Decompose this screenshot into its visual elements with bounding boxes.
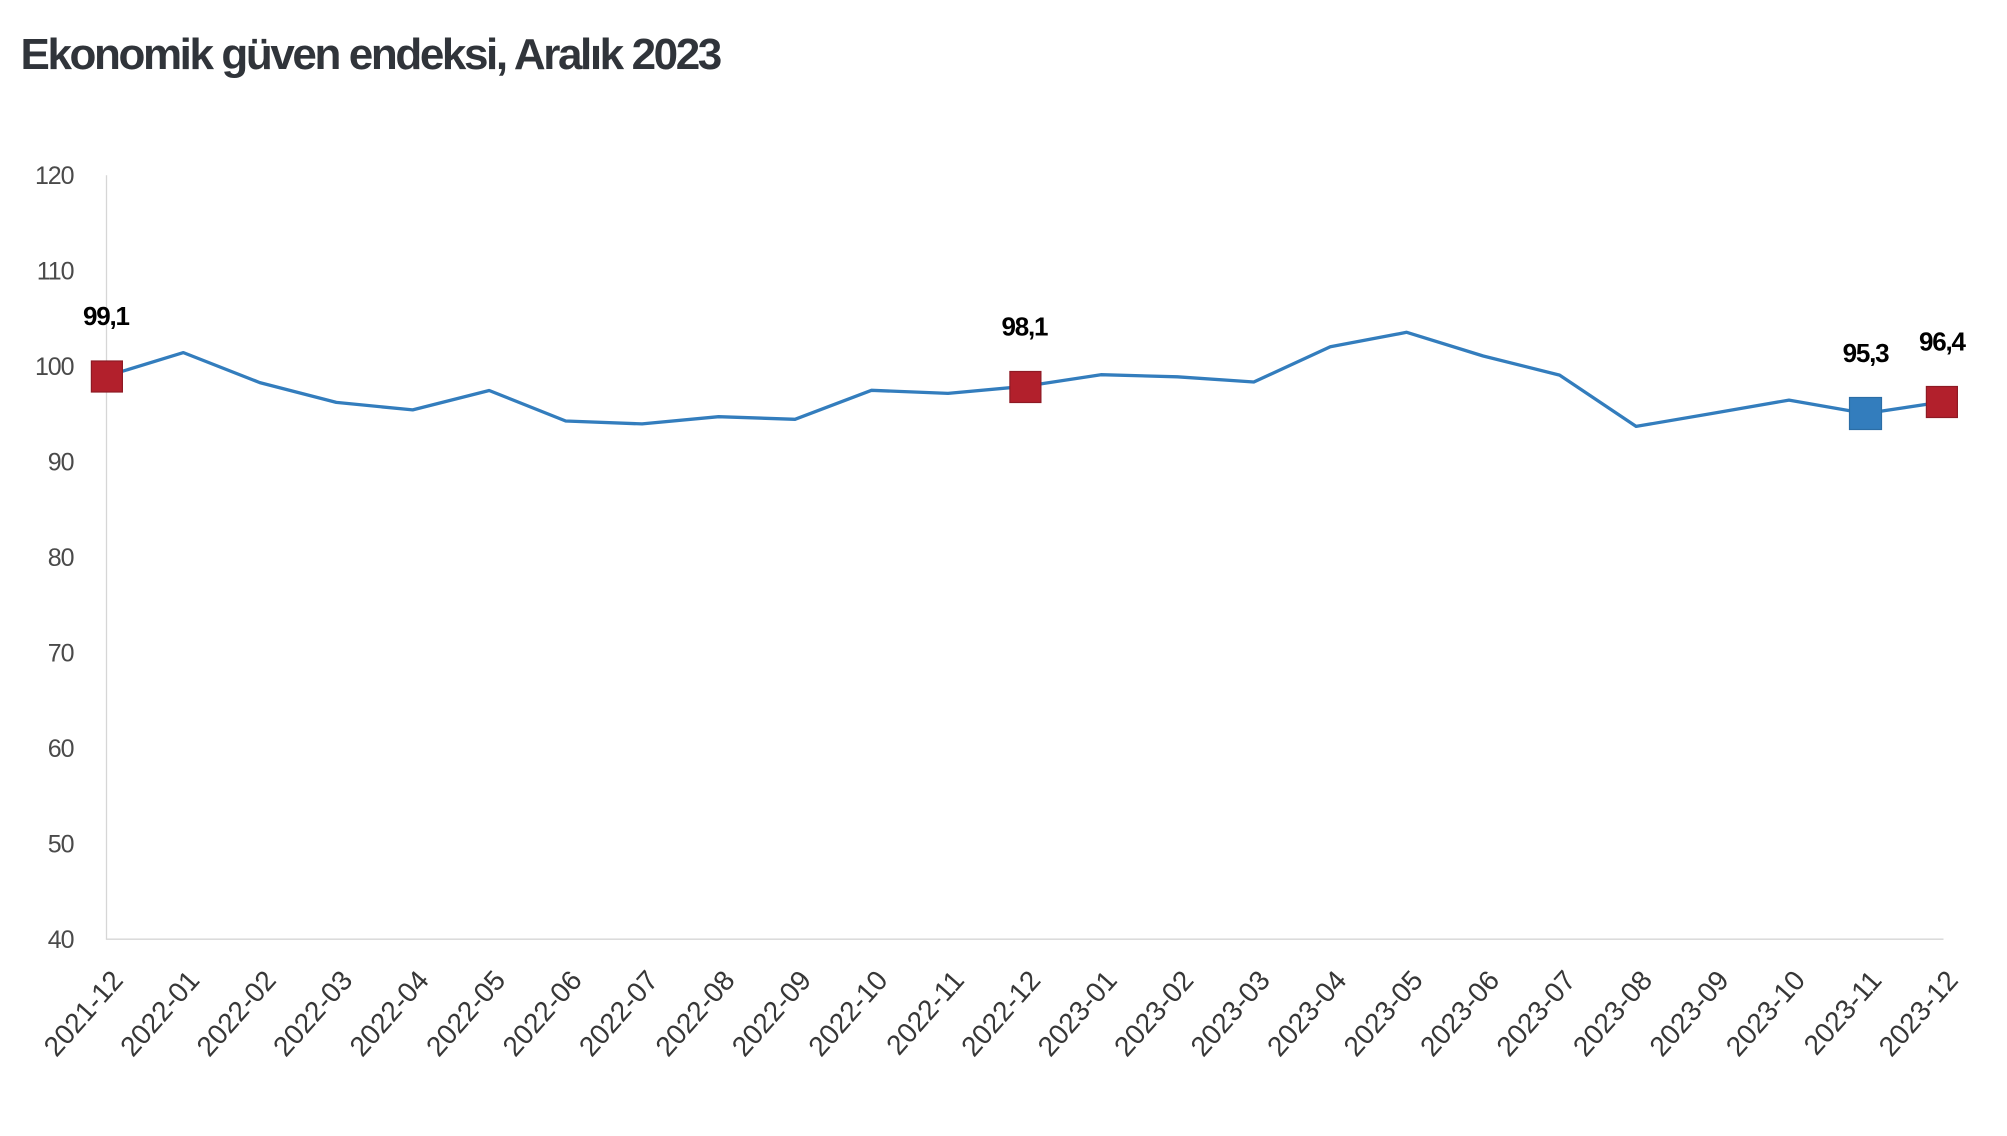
svg-text:110: 110 — [37, 258, 74, 286]
svg-text:Ekonomik güven endeksi, Aralık: Ekonomik güven endeksi, Aralık 2023 — [21, 30, 721, 79]
svg-text:100: 100 — [35, 353, 74, 381]
svg-text:95,3: 95,3 — [1843, 338, 1890, 368]
svg-text:40: 40 — [48, 926, 74, 954]
svg-text:98,1: 98,1 — [1001, 311, 1048, 341]
svg-text:50: 50 — [48, 831, 74, 859]
svg-text:70: 70 — [48, 640, 74, 668]
svg-text:80: 80 — [48, 544, 74, 572]
svg-text:96,4: 96,4 — [1919, 327, 1967, 357]
svg-text:90: 90 — [48, 449, 74, 477]
svg-text:60: 60 — [48, 735, 74, 763]
svg-text:120: 120 — [35, 162, 74, 190]
svg-text:99,1: 99,1 — [83, 301, 130, 331]
